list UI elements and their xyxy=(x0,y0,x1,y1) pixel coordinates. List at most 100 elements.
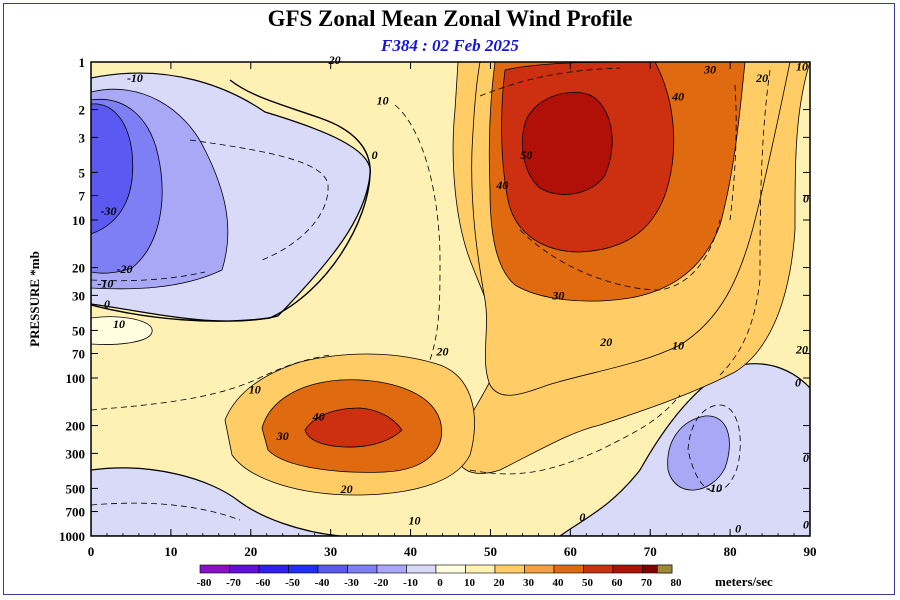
y-tick-label: 7 xyxy=(79,189,86,204)
band-neg40-neg30 xyxy=(91,103,134,235)
y-tick-label: 100 xyxy=(66,371,86,386)
x-tick-label: 20 xyxy=(244,544,257,559)
y-tick-label: 1000 xyxy=(59,529,85,544)
y-tick-label: 2 xyxy=(79,103,86,118)
plot-border xyxy=(90,61,811,537)
contour-label: 0 xyxy=(372,148,378,162)
contour-label: 0 xyxy=(803,517,809,531)
colorbar-swatch xyxy=(553,564,584,574)
y-tick-label: 700 xyxy=(66,505,86,520)
contour-label: 20 xyxy=(328,53,341,67)
chart-frame xyxy=(3,3,895,595)
colorbar-swatch xyxy=(465,564,496,574)
y-tick-label: 200 xyxy=(66,419,86,434)
contour-label: 10 xyxy=(672,338,684,352)
colorbar-swatch xyxy=(612,564,643,574)
y-tick-label: 3 xyxy=(79,130,86,145)
contour-label: 30 xyxy=(703,63,716,77)
contour-label: 40 xyxy=(671,89,684,103)
chart-subtitle: F384 : 02 Feb 2025 xyxy=(381,36,519,55)
contour-label: 10 xyxy=(113,317,125,331)
y-tick-label: 1 xyxy=(79,55,86,70)
colorbar-label: -40 xyxy=(315,577,330,589)
x-tick-label: 60 xyxy=(564,544,577,559)
colorbar-label: -10 xyxy=(403,577,418,589)
band-0-10-lobe xyxy=(91,316,153,345)
contour-field xyxy=(91,62,810,536)
contour-label: -10 xyxy=(127,71,143,85)
contour-label: 20 xyxy=(795,343,808,357)
colorbar-swatch xyxy=(406,564,437,574)
y-tick-label: 5 xyxy=(79,165,86,180)
colorbar-label: -20 xyxy=(374,577,389,589)
colorbar-swatch xyxy=(524,564,555,574)
x-tick-label: 40 xyxy=(404,544,417,559)
contour-label: -10 xyxy=(97,277,113,291)
band-neg20-neg10-right xyxy=(667,415,730,491)
contour-label: -10 xyxy=(706,481,722,495)
colorbar-label: -30 xyxy=(344,577,359,589)
contour-label: 0 xyxy=(104,297,110,311)
x-tick-label: 0 xyxy=(88,544,95,559)
colorbar-label: -50 xyxy=(285,577,300,589)
x-tick-label: 70 xyxy=(644,544,657,559)
colorbar-units: meters/sec xyxy=(715,574,773,589)
contour-label: 10 xyxy=(796,60,808,74)
contour-label: -30 xyxy=(101,204,117,218)
contour-label: 30 xyxy=(551,289,564,303)
axes: 0 10 20 30 40 50 60 70 80 90123571020305070100200… xyxy=(27,55,817,559)
contour-label: 50 xyxy=(520,148,532,162)
contour-label: 10 xyxy=(377,93,389,107)
colorbar-swatch xyxy=(583,564,614,574)
colorbar-label: -70 xyxy=(226,577,241,589)
colorbar-swatch xyxy=(288,564,319,574)
band-neg10-0-low xyxy=(91,467,341,536)
y-tick-label: 500 xyxy=(66,481,86,496)
y-tick-label: 20 xyxy=(72,261,85,276)
colorbar-swatch xyxy=(494,564,525,574)
colorbar-swatch-end xyxy=(656,564,673,574)
colorbar-label: -60 xyxy=(256,577,271,589)
y-axis-label: PRESSURE *mb xyxy=(27,251,42,347)
colorbar-swatch xyxy=(199,564,230,574)
contour-label: -20 xyxy=(117,262,133,276)
colorbar-label: 30 xyxy=(523,577,535,589)
contour-label: 0 xyxy=(795,376,801,390)
y-tick-label: 70 xyxy=(72,347,85,362)
contour-label: 10 xyxy=(249,383,261,397)
colorbar-swatch xyxy=(317,564,348,574)
x-tick-label: 30 xyxy=(324,544,337,559)
colorbar-label: 40 xyxy=(553,577,565,589)
colorbar-swatch xyxy=(376,564,407,574)
colorbar-label: 10 xyxy=(464,577,476,589)
colorbar-label: 0 xyxy=(437,577,443,589)
colorbar-label: 70 xyxy=(641,577,653,589)
contour-label: 20 xyxy=(755,71,768,85)
contour-label: 10 xyxy=(409,513,421,527)
x-tick-label: 90 xyxy=(804,544,817,559)
y-tick-label: 30 xyxy=(72,288,85,303)
colorbar-swatch xyxy=(258,564,289,574)
y-tick-label: 10 xyxy=(72,213,85,228)
colorbar-label: 60 xyxy=(612,577,624,589)
contour-label: 0 xyxy=(579,510,585,524)
band-50-60 xyxy=(521,92,613,195)
contour-label: 0 xyxy=(803,191,809,205)
y-tick-label: 50 xyxy=(72,323,85,338)
y-tick-label: 300 xyxy=(66,446,86,461)
x-tick-label: 50 xyxy=(484,544,497,559)
x-tick-label: 10 xyxy=(164,544,177,559)
colorbar-label: 20 xyxy=(494,577,506,589)
contour-label: 30 xyxy=(276,429,289,443)
band-40-50-low xyxy=(304,407,403,448)
colorbar-swatch xyxy=(347,564,378,574)
contour-label: 40 xyxy=(495,178,508,192)
contour-label: 0 xyxy=(803,451,809,465)
contour-label: 40 xyxy=(312,409,325,423)
contour-label: 20 xyxy=(436,345,449,359)
colorbar-label: 50 xyxy=(582,577,594,589)
colorbar: -80 -70 -60 -50 -40 -30 -20 -10 0 10 20 30 40 50 60 70 8… xyxy=(197,564,773,589)
contour-label: 0 xyxy=(735,521,741,535)
